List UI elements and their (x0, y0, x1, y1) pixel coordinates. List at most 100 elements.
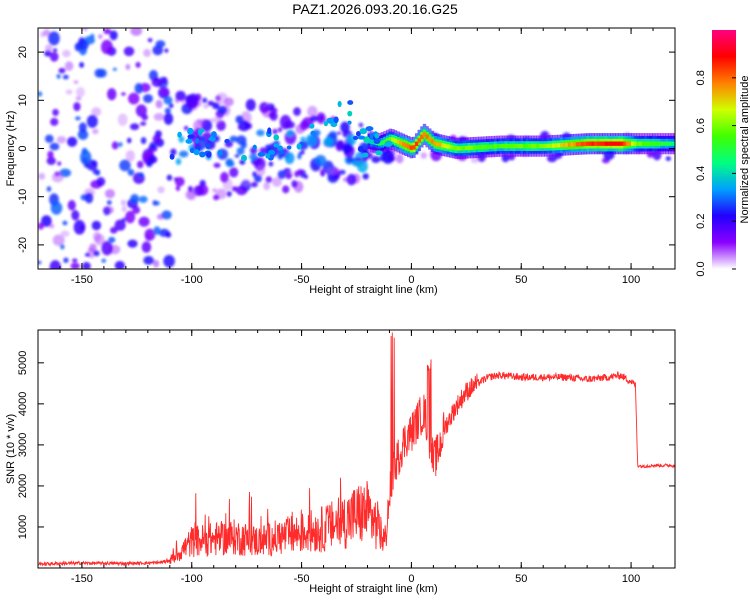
spectrogram-blob (135, 104, 147, 117)
spectrogram-ridge-cell (396, 139, 400, 145)
colorbar-tick-label: 0.0 (695, 261, 707, 276)
spectrogram-blob (125, 63, 131, 70)
spectrogram-blob (109, 226, 118, 234)
x-tick-label: 50 (515, 274, 527, 286)
spectrogram-peak (217, 149, 223, 156)
spectrogram-ridge-cell (441, 143, 445, 148)
spectrogram-blob (346, 173, 357, 186)
spectrogram-ridge-cell (551, 143, 556, 148)
x-tick-label: 100 (622, 573, 640, 585)
y-tick-label: 3000 (17, 433, 29, 457)
figure-title: PAZ1.2026.093.20.16.G25 (292, 1, 458, 17)
spectrogram-blob (102, 205, 114, 215)
spectrogram-blob (91, 107, 102, 117)
spectrogram-blob (38, 91, 43, 97)
spectrogram-blob (336, 131, 342, 135)
spectrogram-peak (365, 126, 374, 132)
spectrogram-ridge-cell (536, 143, 540, 149)
spectrogram-ridge-cell (385, 138, 390, 143)
spectrogram-peak (177, 131, 182, 138)
spectrogram-blob (293, 107, 301, 116)
spectrogram-peak (375, 150, 383, 156)
spectrogram-blob (62, 49, 71, 58)
spectrogram-blob (46, 186, 52, 192)
y-tick-label: 20 (17, 46, 29, 58)
y-tick-label: 0 (17, 145, 29, 151)
spectrogram-blob (265, 176, 273, 183)
spectrogram-blob (346, 157, 354, 163)
spectrogram-ridge-cell (446, 144, 450, 149)
spectrogram-blob (146, 159, 153, 168)
spectrogram-blob (42, 29, 51, 37)
spectrogram-peak (347, 120, 352, 125)
spectrogram-blob (256, 165, 266, 177)
spectrogram-blob (165, 231, 172, 238)
spectrogram-blob (285, 172, 292, 180)
spectrogram-blob (52, 234, 65, 246)
spectrogram-ridge-cell (409, 145, 414, 150)
spectrogram-blob (49, 142, 60, 151)
spectrogram-ridge-cell (609, 141, 614, 146)
spectrogram-ridge-cell (628, 141, 632, 146)
spectrogram-blob (65, 89, 73, 95)
spectrogram-blob (38, 222, 44, 230)
spectrogram-peak (347, 100, 354, 105)
spectrogram-peak (169, 153, 175, 160)
spectrogram-ridge-cell (557, 143, 561, 148)
spectrogram-blob (225, 160, 235, 168)
spectrogram-ridge-cell (573, 142, 577, 147)
y-tick-label: 4000 (17, 392, 29, 416)
spectrogram-blob (38, 172, 46, 180)
spectrogram-ridge-cell (578, 141, 582, 147)
spectrogram-blob (157, 186, 165, 194)
spectrogram-ridge-cell (512, 143, 516, 149)
spectrogram-blob (212, 116, 222, 124)
spectrogram-ridge-cell (528, 143, 532, 149)
spectrogram-blob (134, 82, 143, 94)
spectrogram-blob (82, 262, 91, 269)
spectrogram-blob (163, 112, 174, 125)
spectrogram-ridge-cell (533, 143, 537, 149)
spectrogram-blob (395, 153, 404, 164)
spectrogram-blob (138, 195, 148, 203)
snr-y-axis-label: SNR (10 * v/v) (5, 414, 17, 484)
spectrogram-blob (56, 73, 61, 79)
spectrogram-ridge-cell (478, 145, 482, 150)
spectrogram-peak (206, 152, 212, 158)
snr-ticks: -150 -100 -50 0 50 100 1000 2000 3000 4000 5000 (17, 330, 676, 585)
spectrogram-blob (217, 105, 227, 115)
spectrogram-ridge-cell (504, 143, 508, 149)
spectrogram-blob (295, 124, 305, 134)
spectrogram-blob (83, 28, 88, 31)
spectrogram-blob (126, 137, 132, 144)
spectrogram-blob (93, 231, 101, 242)
spectrogram-peak (326, 117, 335, 124)
spectrogram-blob (240, 140, 247, 149)
colorbar-label: Normalized spectral amplitude (739, 76, 750, 224)
spectrogram-ridge-cell (499, 143, 503, 149)
colorbar-tick-label: 0.8 (695, 70, 707, 85)
spectrogram-ridge-cell (662, 141, 667, 146)
spectrogram-blob (186, 95, 198, 109)
spectrogram-blob (163, 254, 175, 268)
spectrogram-blob (207, 100, 215, 106)
spectrogram-peak (210, 131, 217, 138)
spectrogram-blob (84, 192, 94, 204)
spectrogram-blob (320, 172, 325, 177)
spectrogram-peak (373, 139, 381, 145)
colorbar: 0.0 0.2 0.4 0.6 0.8 Normalized spectral ampl… (695, 30, 750, 277)
spectrogram-ridge-cell (638, 141, 643, 146)
spectrogram-ridge-cell (436, 142, 440, 147)
spectrogram-blob (263, 181, 271, 191)
spectrogram-peak (224, 138, 230, 144)
spectrogram-blob (234, 154, 240, 158)
spectrogram-ridge-cell (496, 144, 500, 149)
spectrogram-blob (48, 31, 60, 46)
spectrogram-peak (361, 152, 369, 158)
spectrogram-blob (166, 174, 173, 181)
spectrogram-y-axis-label: Frequency (Hz) (5, 111, 17, 187)
spectrogram-blob (161, 89, 169, 96)
spectrogram-blob (73, 219, 86, 235)
x-tick-label: 0 (408, 573, 414, 585)
spectrogram-blob (52, 48, 58, 52)
